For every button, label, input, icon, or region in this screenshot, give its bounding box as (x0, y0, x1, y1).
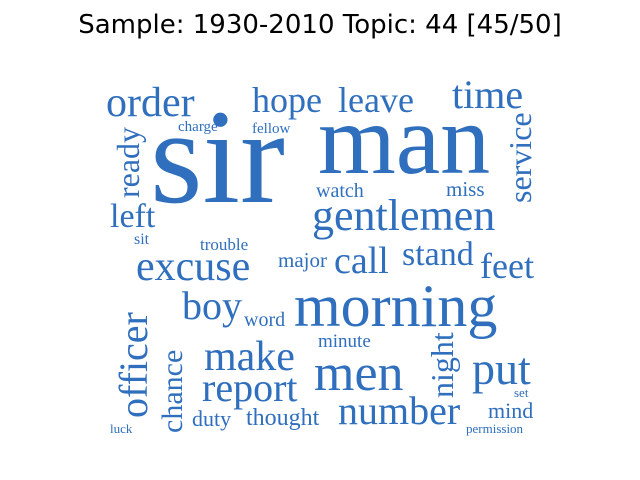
word-feet: feet (480, 246, 534, 286)
word-minute: minute (318, 331, 371, 352)
word-time: time (452, 72, 524, 117)
word-officer: officer (111, 312, 156, 418)
word-stand: stand (402, 236, 474, 273)
word-word: word (244, 309, 286, 331)
word-man: man (318, 84, 491, 195)
word-left: left (110, 198, 156, 235)
word-permission: permission (466, 421, 524, 436)
figure-title: Sample: 1930-2010 Topic: 44 [45/50] (78, 10, 562, 40)
word-ready: ready (110, 126, 146, 198)
word-fellow: fellow (252, 121, 291, 137)
word-charge: charge (178, 119, 218, 135)
word-thought: thought (246, 405, 320, 431)
word-make: make (204, 334, 295, 380)
word-luck: luck (110, 421, 133, 436)
word-watch: watch (316, 180, 364, 202)
word-excuse: excuse (136, 244, 251, 290)
word-duty: duty (192, 406, 232, 431)
word-number: number (338, 388, 461, 433)
word-sit: sit (134, 231, 150, 248)
word-service: service (502, 112, 538, 203)
word-men: men (314, 345, 404, 402)
word-mind: mind (488, 398, 534, 423)
word-chance: chance (156, 349, 189, 433)
word-major: major (278, 248, 327, 272)
word-order: order (106, 80, 195, 126)
word-boy: boy (182, 283, 242, 328)
word-hope: hope (252, 80, 322, 120)
word-sir: sir (150, 83, 285, 232)
word-call: call (334, 240, 389, 282)
word-gentlemen: gentlemen (312, 191, 496, 240)
word-cloud: sir man order hope leave time charge fel… (100, 68, 550, 448)
word-set: set (514, 385, 529, 400)
word-miss: miss (446, 177, 485, 201)
word-trouble: trouble (200, 235, 249, 254)
word-morning: morning (294, 273, 498, 339)
word-report: report (202, 365, 298, 410)
word-put: put (472, 343, 531, 394)
word-leave: leave (338, 80, 414, 120)
